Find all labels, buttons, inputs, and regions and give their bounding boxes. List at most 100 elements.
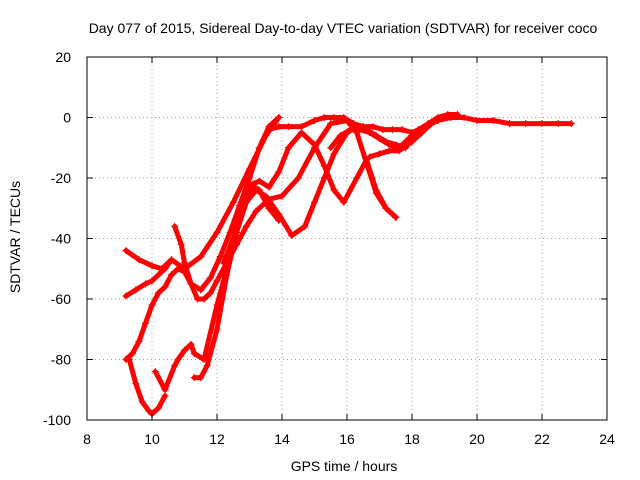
data-point-track-7-11 xyxy=(301,222,309,230)
series-layer xyxy=(122,110,575,418)
x-tick-label-5: 18 xyxy=(404,431,420,447)
series-line-track-8 xyxy=(221,130,399,266)
data-point-track-2-2 xyxy=(142,280,149,288)
x-tick-label-1: 10 xyxy=(144,431,160,447)
data-point-track-8-10 xyxy=(320,162,328,170)
data-point-track-5-1 xyxy=(161,386,169,394)
data-point-track-6-2 xyxy=(181,259,188,267)
data-point-track-8-17 xyxy=(392,213,400,221)
data-point-track-10-6 xyxy=(385,141,393,149)
data-point-track-6-7 xyxy=(213,277,221,285)
data-point-track-3-3 xyxy=(142,319,149,327)
data-point-track-3-16 xyxy=(246,174,253,182)
data-point-track-4-2 xyxy=(138,398,146,406)
x-tick-label-3: 14 xyxy=(274,431,290,447)
data-point-track-9-2 xyxy=(285,123,292,131)
data-point-track-3-5 xyxy=(155,289,162,297)
data-point-track-7-2 xyxy=(203,362,211,370)
data-point-track-6-3 xyxy=(187,280,195,288)
series-track-11 xyxy=(366,114,445,161)
data-point-track-9-10 xyxy=(369,123,377,131)
data-point-track-8-14 xyxy=(363,156,370,164)
data-point-track-1-7 xyxy=(213,228,221,236)
data-point-track-9-13 xyxy=(398,126,406,134)
data-point-track-9-18 xyxy=(460,114,468,121)
data-point-track-5-6 xyxy=(190,349,198,357)
data-point-track-6-11 xyxy=(252,207,260,215)
grid-lines xyxy=(87,57,607,420)
data-point-track-6-6 xyxy=(207,289,214,297)
series-line-track-5 xyxy=(152,181,282,393)
data-point-track-9-11 xyxy=(379,126,387,134)
data-point-track-4-6 xyxy=(161,392,169,400)
data-point-track-11-3 xyxy=(395,147,403,155)
data-point-track-3-4 xyxy=(148,301,156,309)
data-point-track-8-15 xyxy=(372,186,380,194)
data-point-track-8-16 xyxy=(382,204,390,212)
data-point-track-7-10 xyxy=(288,231,296,239)
data-point-track-11-4 xyxy=(408,138,416,146)
data-point-track-4-3 xyxy=(145,407,153,415)
data-point-track-11-7 xyxy=(437,114,445,121)
data-point-track-11-6 xyxy=(428,120,435,128)
data-point-track-6-1 xyxy=(177,241,185,249)
x-tick-label-2: 12 xyxy=(209,431,225,447)
data-point-track-7-0 xyxy=(190,374,198,382)
data-point-track-9-19 xyxy=(473,117,481,125)
data-point-track-5-12 xyxy=(265,204,273,212)
data-point-track-7-3 xyxy=(213,325,221,333)
data-point-track-7-4 xyxy=(223,271,231,279)
y-axis-label: SDTVAR / TECUs xyxy=(7,181,23,293)
data-point-track-11-5 xyxy=(418,129,426,137)
data-point-track-8-7 xyxy=(285,144,292,152)
data-point-track-3-13 xyxy=(216,253,224,261)
data-point-track-3-11 xyxy=(197,286,205,294)
series-track-3 xyxy=(122,114,283,363)
data-point-track-8-11 xyxy=(330,186,338,194)
data-point-track-9-3 xyxy=(298,123,305,131)
data-point-track-11-0 xyxy=(366,153,374,161)
data-point-track-9-22 xyxy=(522,120,530,128)
data-point-track-3-6 xyxy=(161,283,169,291)
data-point-track-6-16 xyxy=(327,120,335,128)
data-point-track-6-13 xyxy=(278,192,286,200)
data-point-track-2-5 xyxy=(161,265,169,273)
data-point-track-8-1 xyxy=(229,235,237,242)
data-point-track-2-4 xyxy=(155,271,162,279)
data-point-track-9-25 xyxy=(567,120,575,128)
data-point-track-7-7 xyxy=(252,186,260,194)
data-point-track-1-1 xyxy=(135,256,143,264)
data-point-track-10-2 xyxy=(346,126,354,134)
data-point-track-6-5 xyxy=(200,295,208,303)
data-point-track-2-0 xyxy=(122,292,130,300)
data-point-track-9-6 xyxy=(330,114,338,121)
x-axis-label: GPS time / hours xyxy=(291,458,398,474)
data-point-track-9-8 xyxy=(350,120,357,128)
data-point-track-6-0 xyxy=(171,222,179,230)
x-tick-label-4: 16 xyxy=(339,431,355,447)
y-tick-label-1: 0 xyxy=(63,110,71,126)
data-point-track-7-1 xyxy=(197,374,205,382)
data-point-track-8-9 xyxy=(311,141,318,149)
data-point-track-9-24 xyxy=(554,120,562,128)
data-point-track-1-8 xyxy=(229,198,237,206)
data-point-track-9-0 xyxy=(265,126,273,134)
y-tick-label-6: -100 xyxy=(43,412,71,428)
data-point-track-3-1 xyxy=(129,349,136,357)
data-point-track-4-5 xyxy=(155,404,162,412)
data-point-track-10-9 xyxy=(415,126,422,134)
data-point-track-5-2 xyxy=(171,362,179,370)
data-point-track-11-1 xyxy=(376,150,383,158)
data-point-track-6-14 xyxy=(294,174,302,182)
chart-title: Day 077 of 2015, Sidereal Day-to-day VTE… xyxy=(89,20,598,36)
data-point-track-7-8 xyxy=(262,192,270,200)
data-point-track-5-0 xyxy=(151,368,159,376)
series-track-4 xyxy=(125,356,169,418)
series-track-2 xyxy=(122,256,175,300)
y-tick-label-2: -20 xyxy=(51,170,71,186)
data-point-track-7-9 xyxy=(275,210,283,218)
data-point-track-1-0 xyxy=(122,247,130,255)
data-point-track-1-6 xyxy=(197,253,205,261)
series-track-6 xyxy=(171,117,400,303)
data-point-track-8-3 xyxy=(249,180,257,188)
